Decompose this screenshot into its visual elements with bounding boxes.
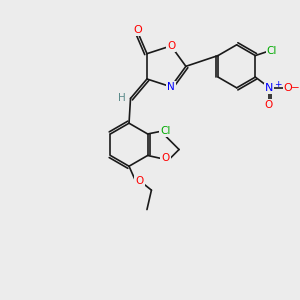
Text: Cl: Cl — [267, 46, 277, 56]
Text: O: O — [167, 41, 175, 51]
Text: O: O — [265, 100, 273, 110]
Text: O: O — [134, 26, 142, 35]
Text: N: N — [167, 82, 175, 92]
Text: Cl: Cl — [160, 126, 171, 136]
Text: N: N — [265, 83, 273, 93]
Text: O: O — [161, 154, 170, 164]
Text: +: + — [274, 80, 281, 89]
Text: −: − — [291, 83, 300, 93]
Text: O: O — [284, 82, 292, 92]
Text: O: O — [135, 176, 144, 186]
Text: H: H — [118, 93, 125, 103]
